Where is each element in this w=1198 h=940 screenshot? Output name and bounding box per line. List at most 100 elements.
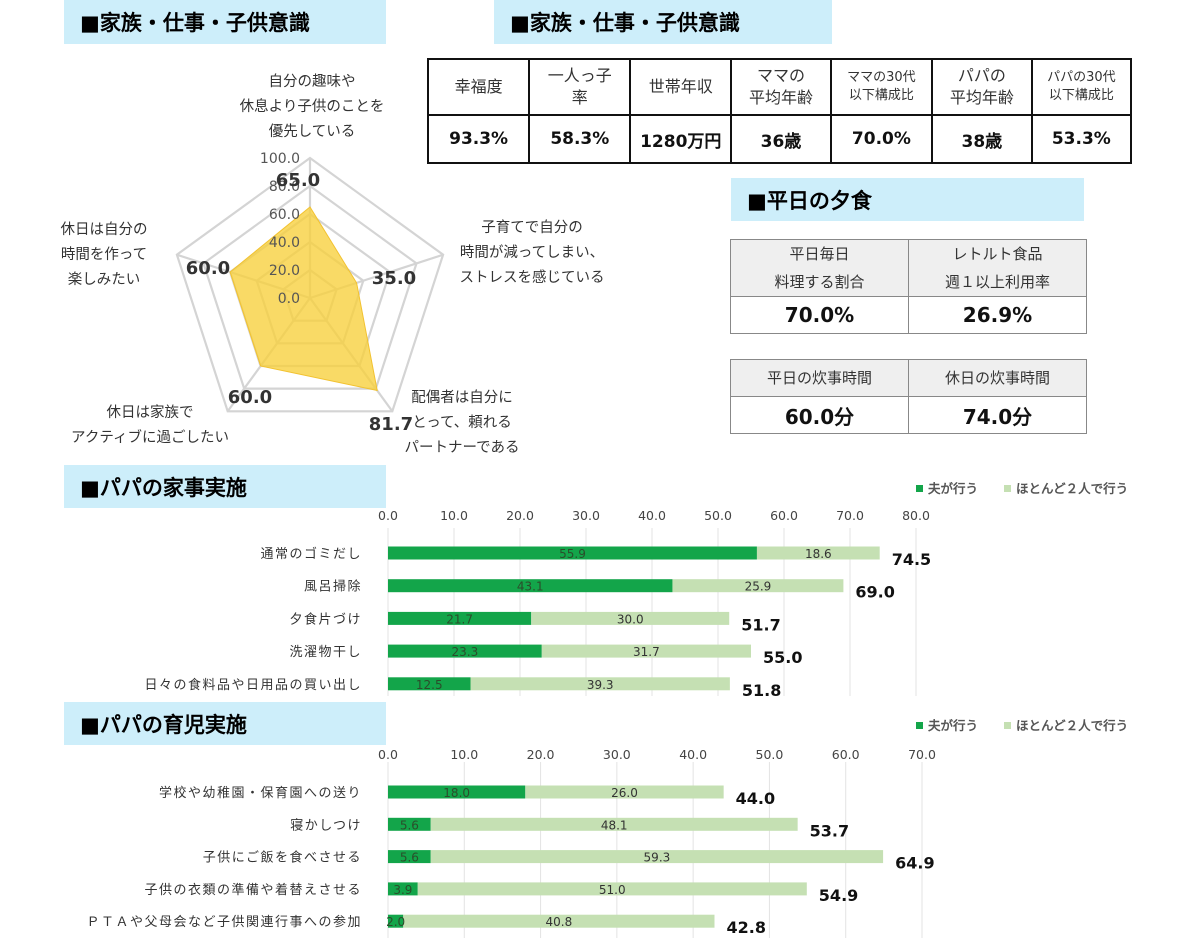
bar-tick-label: 70.0 xyxy=(836,508,864,523)
childcare-section-header: ■パパの育児実施 xyxy=(64,702,386,745)
stats-value-cell: 58.3% xyxy=(528,114,632,164)
bar-category-label: 日々の食料品や日用品の買い出し xyxy=(144,677,362,693)
bar-tick-label: 80.0 xyxy=(902,508,930,523)
legend-label-husband: 夫が行う xyxy=(928,481,978,496)
dinner-header-retort-line1: レトルト食品 xyxy=(952,245,1043,263)
legend-swatch-both xyxy=(1004,485,1011,492)
bar-segment-both xyxy=(541,644,751,658)
radar-tick-label: 0.0 xyxy=(278,291,300,307)
bar-value-label-husband: 12.5 xyxy=(416,678,443,692)
holiday-cooking-time-value: 74.0分 xyxy=(908,396,1087,434)
radar-axis-label: 時間が減ってしまい、 xyxy=(460,244,604,261)
bar-value-label-husband: 43.1 xyxy=(517,580,544,594)
stats-header-line: 世帯年収 xyxy=(648,77,713,96)
radar-axis-label: 子育てで自分の xyxy=(481,219,583,236)
dinner-table: 平日毎日 料理する割合 レトルト食品 週１以上利用率 70.0% 26.9% xyxy=(730,239,1087,334)
stats-header-cell: パパの 平均年齢 xyxy=(931,58,1033,116)
childcare-bar-chart: 0.0 10.0 20.0 30.0 40.0 50.0 60.0 70.0 夫が行う ほとんど２… xyxy=(86,718,1128,938)
dinner-cooking-value: 70.0% xyxy=(730,296,909,334)
stats-header-cell: 幸福度 xyxy=(426,58,531,116)
bar-total-label: 44.0 xyxy=(736,789,775,808)
stats-value-cell: 38歳 xyxy=(931,114,1033,164)
bar-value-label-husband: 5.6 xyxy=(400,818,419,832)
bar-segment-both xyxy=(417,882,807,896)
housework-bar-chart: 0.0 10.0 20.0 30.0 40.0 50.0 60.0 70.0 80.0 夫が行う ほ… xyxy=(144,481,1128,700)
radar-axis-label: パートナーである xyxy=(405,439,520,456)
radar-data-area xyxy=(229,206,378,392)
radar-value-label: 60.0 xyxy=(228,387,272,408)
stats-header-line: 平均年齢 xyxy=(949,88,1014,107)
bar-segment-husband xyxy=(388,579,673,593)
bar-total-label: 51.7 xyxy=(741,615,780,634)
bar-value-label-both: 39.3 xyxy=(587,678,614,692)
radar-axis-label: 休日は自分の xyxy=(61,221,148,238)
bar-segment-both xyxy=(672,579,844,593)
bar-segment-husband xyxy=(388,882,418,896)
bar-total-label: 64.9 xyxy=(895,854,934,873)
stats-value-cell: 93.3% xyxy=(426,114,531,164)
bar-tick-label: 20.0 xyxy=(527,747,555,762)
stats-header-row: 幸福度 一人っ子率世帯年収 ママの 平均年齢 ママの30代 以下構成比 パパの 平均年齢 パパの… xyxy=(426,58,1133,116)
radar-axis-label: 配偶者は自分に xyxy=(411,389,513,406)
radar-axis-label: 時間を作って xyxy=(61,246,147,263)
bar-category-label: 子供の衣類の準備や着替えさせる xyxy=(144,882,362,898)
bar-value-label-both: 30.0 xyxy=(617,612,644,626)
bar-value-label-husband: 55.9 xyxy=(559,547,586,561)
bar-tick-label: 50.0 xyxy=(756,747,784,762)
dinner-header-cooking-line1: 平日毎日 xyxy=(789,245,850,263)
dinner-section-header: ■平日の夕食 xyxy=(731,178,1084,221)
radar-tick-label: 60.0 xyxy=(269,207,300,223)
legend-label-husband: 夫が行う xyxy=(928,718,978,733)
housework-section-header: ■パパの家事実施 xyxy=(64,465,386,508)
stats-section-header: ■家族・仕事・子供意識 xyxy=(494,0,832,44)
stats-header-cell: 一人っ子率 xyxy=(528,58,632,116)
stats-header-line: ママの xyxy=(756,66,805,85)
radar-axis-label: ストレスを感じている xyxy=(460,269,605,286)
bar-tick-label: 60.0 xyxy=(832,747,860,762)
stats-value-cell: 36歳 xyxy=(730,114,832,164)
bar-value-label-husband: 23.3 xyxy=(452,645,479,659)
bar-value-label-both: 31.7 xyxy=(633,645,660,659)
stats-value-cell: 70.0% xyxy=(829,114,934,164)
bar-segment-husband xyxy=(388,677,471,691)
radar-axis-label: 楽しみたい xyxy=(68,271,141,288)
bar-segment-husband xyxy=(388,914,404,928)
legend-swatch-both xyxy=(1004,722,1011,729)
bar-category-label: 学校や幼稚園・保育園への送り xyxy=(159,785,362,801)
radar-tick-label: 80.0 xyxy=(269,179,300,195)
bar-value-label-husband: 3.9 xyxy=(393,883,412,897)
radar-axis-label: 自分の趣味や xyxy=(269,73,356,90)
radar-axis-label: 休息より子供のことを xyxy=(240,98,385,115)
bar-category-label: 夕食片づけ xyxy=(289,611,362,627)
bar-total-label: 55.0 xyxy=(763,648,802,667)
stats-value-cell: 53.3% xyxy=(1030,114,1133,164)
radar-value-label: 65.0 xyxy=(276,170,320,191)
radar-axis-label: 休日は家族で xyxy=(107,404,194,421)
bar-tick-label: 40.0 xyxy=(638,508,666,523)
bar-total-label: 42.8 xyxy=(727,918,766,937)
bar-total-label: 54.9 xyxy=(819,886,858,905)
radar-grid-ring xyxy=(175,156,445,413)
radar-tick-label: 40.0 xyxy=(269,235,300,251)
stats-header-line: ママの30代 xyxy=(847,70,916,85)
bar-value-label-both: 51.0 xyxy=(599,883,626,897)
bar-total-label: 51.8 xyxy=(742,681,781,700)
bar-category-label: 子供にご飯を食べさせる xyxy=(203,850,362,866)
stats-header-cell: パパの30代 以下構成比 xyxy=(1030,58,1133,116)
bar-value-label-both: 18.6 xyxy=(805,547,832,561)
bar-tick-label: 30.0 xyxy=(572,508,600,523)
bar-tick-label: 60.0 xyxy=(770,508,798,523)
bar-segment-both xyxy=(403,914,715,928)
bar-value-label-husband: 18.0 xyxy=(443,786,470,800)
legend-label-both: ほとんど２人で行う xyxy=(1016,481,1128,496)
bar-tick-label: 50.0 xyxy=(704,508,732,523)
dinner-retort-value: 26.9% xyxy=(908,296,1087,334)
stats-header-cell: 世帯年収 xyxy=(629,58,733,116)
radar-section-header: ■家族・仕事・子供意識 xyxy=(64,0,386,44)
bar-value-label-husband: 2.0 xyxy=(386,915,405,929)
bar-segment-husband xyxy=(388,644,542,658)
stats-header-line: 幸福度 xyxy=(454,77,503,96)
stats-value-row: 93.3% 58.3% 1280万円 36歳 70.0% 38歳 53.3% xyxy=(426,114,1133,164)
radar-chart: 0.0 20.0 40.0 60.0 80.0 100.0 65.0 35.0 81.7 60.0… xyxy=(61,73,605,456)
bar-total-label: 69.0 xyxy=(855,583,894,602)
